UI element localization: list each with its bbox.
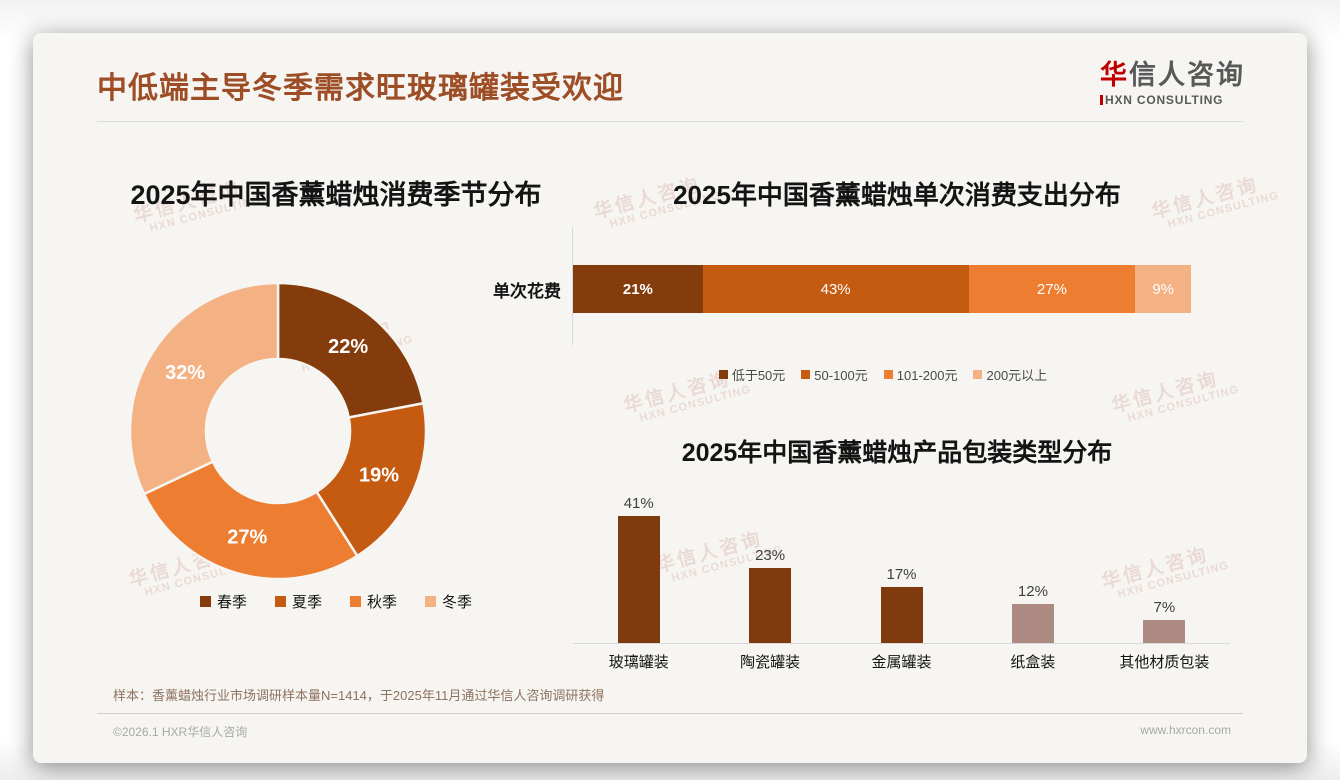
donut-slice-夏季 [314, 401, 428, 558]
logo-accent-mark [1100, 95, 1103, 105]
legend-label: 101-200元 [896, 368, 958, 383]
packaging-bar-chart: 41% 23% 17% 12% 7% [573, 495, 1230, 644]
legend-item-春季: 春季 [199, 591, 247, 612]
bar-column-陶瓷罐装: 23% [704, 495, 835, 643]
legend-label: 冬季 [442, 594, 473, 611]
donut-chart-title: 2025年中国香薰蜡烛消费季节分布 [130, 180, 542, 210]
stacked-chart-title: 2025年中国香薰蜡烛单次消费支出分布 [673, 180, 1121, 210]
bar-category-label: 玻璃罐装 [608, 654, 669, 671]
bar-value-label: 17% [886, 566, 917, 583]
bar-其他材质包装 [1143, 620, 1186, 643]
bar-category-label: 陶瓷罐装 [740, 654, 801, 671]
bar-category-label: 其他材质包装 [1119, 654, 1210, 671]
sample-footnote: 样本：香薰蜡烛行业市场调研样本量N=1414，于2025年11月通过华信人咨询调… [113, 688, 605, 703]
stacked-segment-低于50元: 21% [573, 265, 703, 313]
legend-swatch [883, 370, 893, 379]
legend-swatch [801, 370, 811, 379]
stacked-segment-50-100元: 43% [702, 265, 969, 313]
bar-category-label: 金属罐装 [871, 654, 932, 671]
page-title: 中低端主导冬季需求旺玻璃罐装受欢迎 [97, 72, 624, 105]
bar-玻璃罐装 [617, 516, 660, 643]
legend-item-50-100元: 50-100元 [801, 365, 868, 384]
header-divider [97, 121, 1243, 122]
legend-label: 低于50元 [731, 368, 786, 383]
bar-陶瓷罐装 [749, 568, 792, 643]
donut-slice-冬季 [128, 281, 280, 496]
bar-value-label: 7% [1153, 599, 1176, 616]
company-logo: 华信人咨询 HXN CONSULTING [1100, 53, 1245, 107]
legend-item-200元以上: 200元以上 [973, 365, 1047, 384]
slide-card: 华信人咨询 HXN CONSULTING 华信人咨询 HXN CONSULTING … [33, 33, 1307, 763]
legend-swatch [350, 596, 361, 607]
spend-stacked-bar-chart: 21% 43% 27% 9% [573, 265, 1191, 313]
website-link[interactable]: www.hxrcon.com [1140, 723, 1231, 737]
legend-swatch [425, 596, 437, 607]
legend-swatch [973, 370, 983, 379]
legend-item-低于50元: 低于50元 [718, 365, 786, 384]
legend-label: 春季 [216, 594, 247, 611]
donut-svg: 22% 19% 27% 32% [128, 281, 428, 581]
donut-value-label: 22% [328, 336, 368, 358]
bar-column-其他材质包装: 7% [1099, 495, 1230, 643]
donut-value-label: 19% [359, 465, 399, 487]
bar-value-label: 41% [623, 495, 654, 512]
legend-label: 50-100元 [814, 368, 868, 383]
donut-slice-春季 [276, 281, 425, 419]
footer-divider [97, 713, 1243, 714]
bar-chart-title: 2025年中国香薰蜡烛产品包装类型分布 [681, 439, 1113, 467]
stacked-segment-200元以上: 9% [1135, 265, 1191, 313]
legend-label: 夏季 [291, 594, 322, 611]
legend-item-冬季: 冬季 [425, 591, 472, 612]
donut-value-label: 32% [165, 362, 205, 384]
logo-zh-text: 华信人咨询 [1100, 60, 1245, 90]
donut-legend: 春季 夏季 秋季 冬季 [89, 591, 583, 612]
bar-金属罐装 [880, 587, 923, 643]
legend-label: 秋季 [367, 594, 398, 611]
legend-swatch [718, 370, 728, 379]
copyright-text: ©2026.1 HXR华信人咨询 [113, 725, 248, 739]
packaging-category-labels: 玻璃罐装 陶瓷罐装 金属罐装 纸盒装 其他材质包装 [573, 651, 1230, 672]
bar-column-金属罐装: 17% [836, 495, 967, 643]
bar-category-label: 纸盒装 [1010, 654, 1056, 671]
donut-value-label: 27% [227, 527, 267, 549]
bar-column-纸盒装: 12% [967, 495, 1098, 643]
legend-item-秋季: 秋季 [350, 591, 397, 612]
stacked-legend: 低于50元 50-100元 101-200元 200元以上 [573, 365, 1193, 384]
bar-纸盒装 [1011, 604, 1054, 643]
donut-slice-秋季 [142, 459, 360, 581]
stacked-chart-axis [572, 227, 573, 345]
logo-en-text: HXN CONSULTING [1100, 93, 1245, 107]
stacked-category-label: 单次花费 [493, 282, 561, 301]
bar-column-玻璃罐装: 41% [573, 495, 704, 643]
stacked-segment-101-200元: 27% [968, 265, 1136, 313]
legend-swatch [274, 596, 286, 607]
legend-label: 200元以上 [986, 368, 1048, 383]
bar-value-label: 23% [755, 547, 786, 564]
legend-item-夏季: 夏季 [274, 591, 322, 612]
legend-item-101-200元: 101-200元 [883, 365, 958, 384]
legend-swatch [199, 596, 211, 607]
bar-value-label: 12% [1017, 583, 1048, 600]
seasonal-donut-chart: 22% 19% 27% 32% [118, 271, 438, 591]
